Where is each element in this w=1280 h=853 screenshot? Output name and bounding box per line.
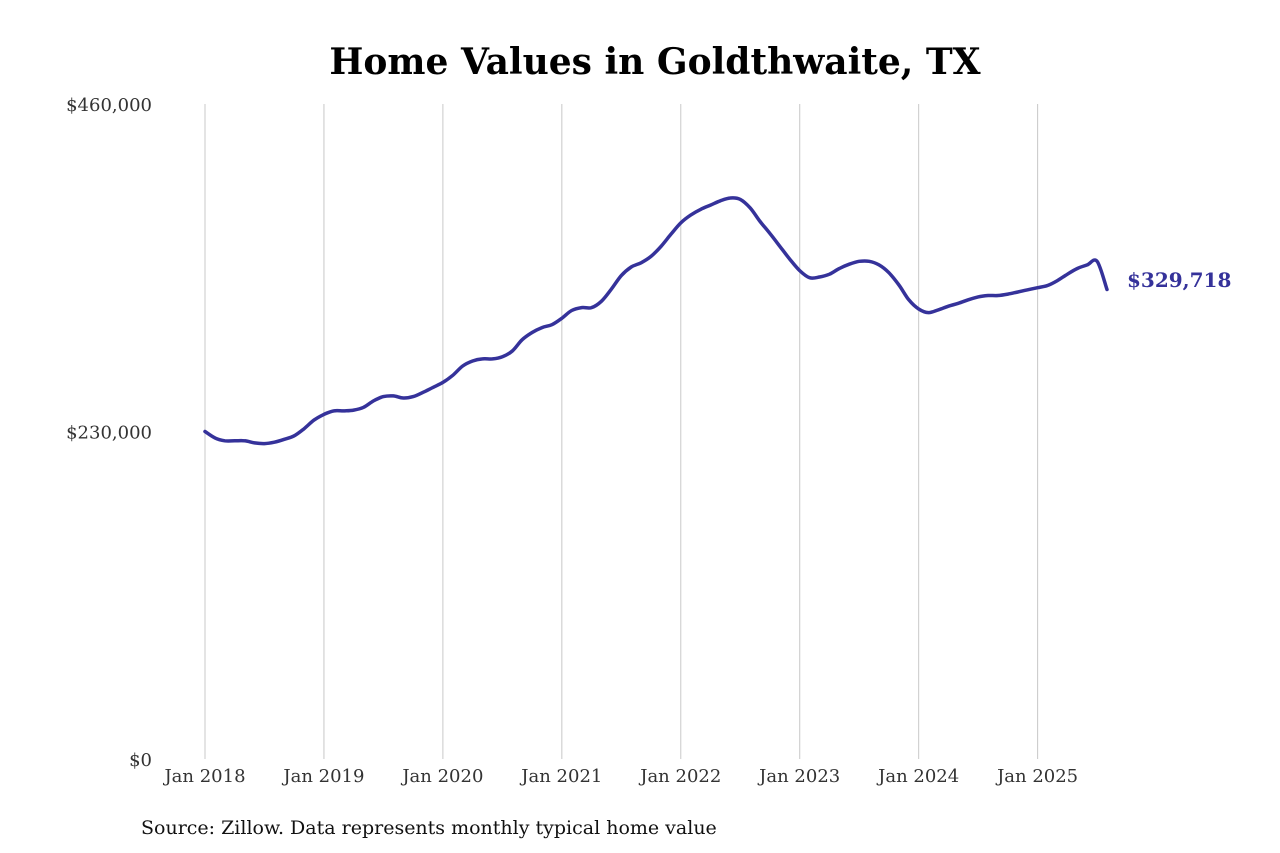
x-tick-label: Jan 2022 <box>638 766 721 787</box>
x-tick-label: Jan 2024 <box>876 766 959 787</box>
x-tick-label: Jan 2021 <box>519 766 602 787</box>
x-tick-label: Jan 2019 <box>281 766 364 787</box>
x-tick-label: Jan 2025 <box>995 766 1078 787</box>
x-tick-label: Jan 2018 <box>162 766 245 787</box>
chart-title: Home Values in Goldthwaite, TX <box>329 41 980 83</box>
home-value-line <box>203 196 1109 446</box>
x-axis-labels: Jan 2018 Jan 2019 Jan 2020 Jan 2021 Jan 2022… <box>162 766 1078 787</box>
x-tick-label: Jan 2023 <box>757 766 840 787</box>
y-tick-label: $230,000 <box>66 423 152 444</box>
last-value-label: $329,718 <box>1127 268 1231 292</box>
x-tick-label: Jan 2020 <box>400 766 483 787</box>
source-note: Source: Zillow. Data represents monthly … <box>141 817 717 839</box>
y-axis-labels: $0 $230,000 $460,000 <box>66 95 152 771</box>
vertical-gridlines <box>204 104 1039 759</box>
y-tick-label: $0 <box>129 750 152 771</box>
y-tick-label: $460,000 <box>66 95 152 116</box>
